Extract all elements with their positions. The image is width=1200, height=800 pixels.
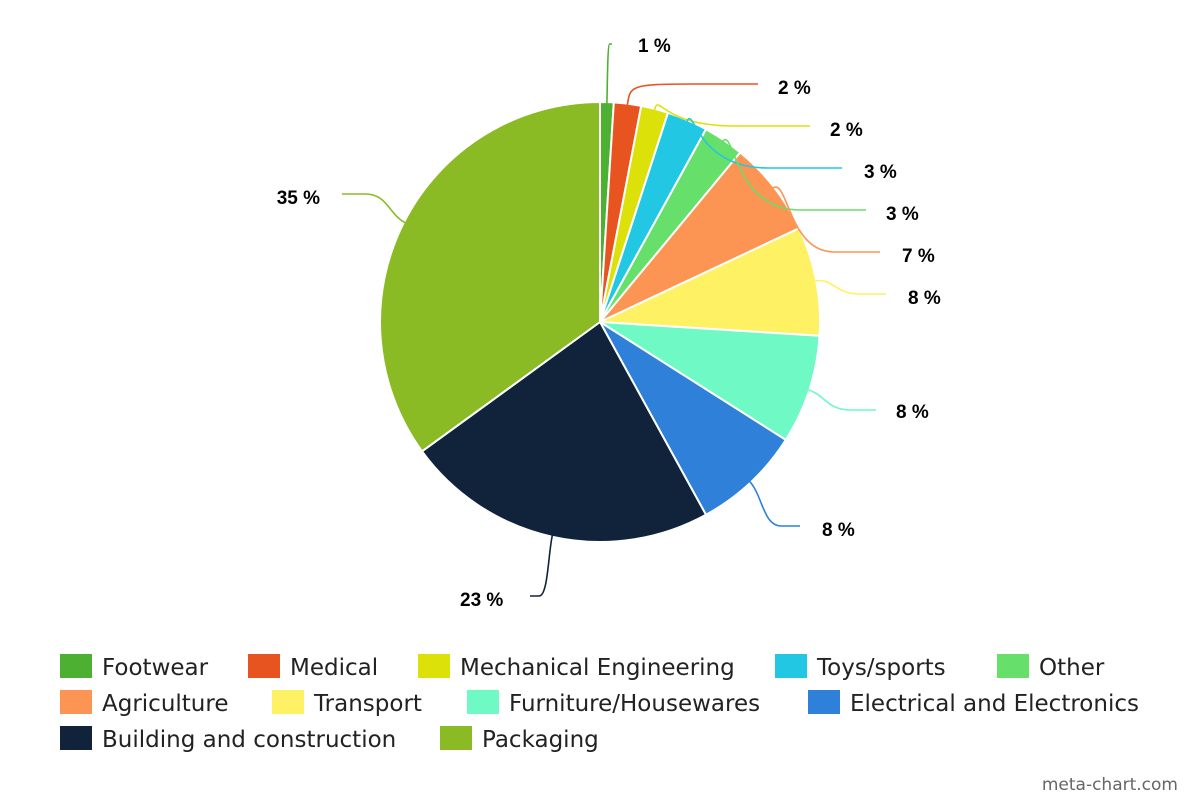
legend-label: Packaging — [482, 727, 599, 753]
data-label: 7 % — [902, 246, 935, 267]
leader-line — [748, 480, 800, 527]
leader-line — [685, 117, 842, 169]
legend-item[interactable]: Toys/sports — [775, 654, 946, 681]
legend-swatch — [997, 654, 1029, 678]
legend-item[interactable]: Electrical and Electronics — [808, 690, 1139, 717]
legend-swatch — [467, 690, 499, 714]
legend-swatch — [272, 690, 304, 714]
leader-line — [771, 186, 880, 253]
legend-label: Footwear — [102, 655, 209, 681]
legend-item[interactable]: Transport — [272, 690, 422, 717]
legend-swatch — [808, 690, 840, 714]
data-label: 23 % — [460, 590, 503, 611]
legend-item[interactable]: Agriculture — [60, 690, 229, 717]
data-label: 35 % — [277, 188, 320, 209]
pie-slices — [379, 100, 821, 543]
legend-swatch — [440, 726, 472, 750]
legend-label: Building and construction — [102, 727, 396, 753]
legend-item[interactable]: Packaging — [440, 726, 599, 753]
leader-line — [342, 193, 407, 224]
legend-swatch — [418, 654, 450, 678]
leader-line — [530, 534, 554, 597]
legend-swatch — [60, 690, 92, 714]
data-labels: 1 %2 %2 %3 %3 %7 %8 %8 %8 %23 %35 % — [277, 36, 941, 611]
data-label: 3 % — [886, 204, 919, 225]
legend-label: Other — [1039, 655, 1105, 681]
data-label: 2 % — [778, 78, 811, 99]
legend-label: Agriculture — [102, 691, 229, 717]
legend-item[interactable]: Building and construction — [60, 726, 396, 753]
leader-line — [606, 43, 612, 105]
legend-label: Transport — [313, 691, 422, 717]
legend-label: Furniture/Housewares — [509, 691, 760, 717]
legend-swatch — [60, 726, 92, 750]
legend-item[interactable]: Medical — [248, 654, 378, 681]
leader-line — [807, 388, 876, 411]
legend-label: Electrical and Electronics — [850, 691, 1139, 717]
legend-label: Toys/sports — [816, 655, 946, 681]
legend-swatch — [60, 654, 92, 678]
data-label: 8 % — [822, 520, 855, 541]
legend-item[interactable]: Other — [997, 654, 1105, 681]
legend-item[interactable]: Mechanical Engineering — [418, 654, 735, 681]
leader-line — [626, 83, 758, 106]
legend-label: Mechanical Engineering — [460, 655, 735, 681]
credit-text: meta-chart.com — [1042, 775, 1178, 795]
legend-item[interactable]: Footwear — [60, 654, 209, 681]
legend-swatch — [248, 654, 280, 678]
legend: Footwear Medical Mechanical Engineering Toy… — [60, 654, 1139, 753]
data-label: 8 % — [908, 288, 941, 309]
data-label: 3 % — [864, 162, 897, 183]
data-label: 8 % — [896, 402, 929, 423]
legend-label: Medical — [290, 655, 378, 681]
data-label: 1 % — [638, 36, 671, 57]
legend-item[interactable]: Furniture/Housewares — [467, 690, 760, 717]
legend-swatch — [775, 654, 807, 678]
data-label: 2 % — [830, 120, 863, 141]
leader-lines — [342, 43, 886, 597]
leader-line — [653, 104, 810, 127]
leader-line — [813, 279, 886, 295]
